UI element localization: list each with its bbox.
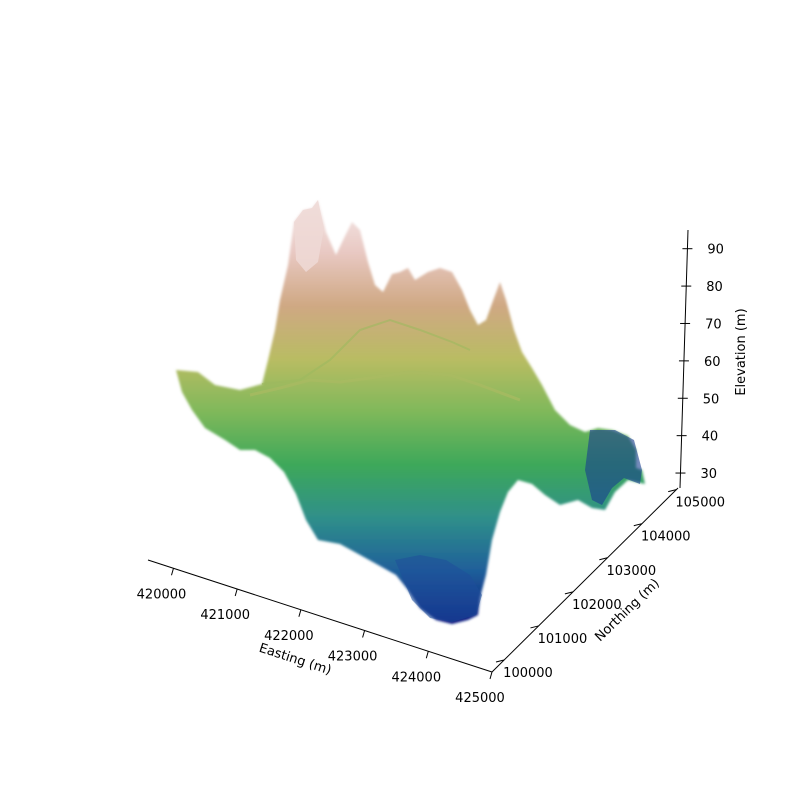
z-axis-line: [679, 229, 689, 489]
z-ticks: 30 40 50 60 70 80 90: [675, 243, 724, 482]
y-tick-mark: [530, 625, 539, 629]
x-ticks: 420000 421000 422000 423000 424000 425000: [137, 568, 505, 706]
x-tick-mark: [171, 568, 174, 576]
y-tick-label: 105000: [675, 496, 725, 511]
x-tick-label: 424000: [391, 670, 441, 685]
y-tick-mark: [633, 523, 642, 527]
x-tick-mark: [425, 651, 429, 659]
ridge-line-front: [249, 370, 521, 402]
x-tick-mark: [298, 609, 302, 617]
x-tick-label: 422000: [264, 629, 314, 644]
z-tick-label: 60: [704, 355, 721, 370]
z-axis-title: Elevation (m): [734, 308, 749, 395]
z-tick-label: 30: [700, 467, 717, 482]
x-tick-mark: [234, 588, 238, 597]
y-tick-mark: [668, 489, 677, 493]
z-tick-label: 90: [707, 243, 724, 258]
x-tick-label: 420000: [137, 587, 187, 602]
z-tick-label: 50: [703, 392, 720, 407]
y-tick-label: 102000: [572, 598, 622, 613]
terrain-silhouette: [176, 200, 645, 624]
x-tick-label: 423000: [328, 650, 378, 665]
z-tick-label: 40: [702, 430, 719, 445]
x-axis-title: Easting (m): [257, 641, 333, 678]
terrain-surface: [176, 200, 645, 624]
z-tick-label: 80: [706, 280, 723, 295]
x-tick-mark: [362, 630, 366, 638]
peak-highlight: [294, 200, 324, 272]
y-tick-mark: [564, 591, 574, 595]
y-tick-label: 103000: [607, 564, 657, 579]
front-valley: [395, 555, 482, 622]
y-tick-mark: [599, 557, 608, 561]
x-tick-label: 425000: [455, 691, 505, 706]
y-tick-label: 104000: [641, 530, 691, 545]
z-tick-label: 70: [705, 317, 722, 332]
x-tick-label: 421000: [200, 608, 250, 623]
x-axis-line: [147, 559, 493, 673]
y-ticks: 100000 101000 102000 103000 104000 105000: [495, 489, 725, 681]
y-tick-label: 100000: [503, 666, 553, 681]
axes: 420000 421000 422000 423000 424000 425000 100…: [137, 229, 725, 706]
y-tick-mark: [495, 659, 505, 663]
y-tick-label: 101000: [538, 632, 588, 647]
x-tick-mark: [489, 671, 493, 680]
right-valley: [585, 430, 642, 505]
ridge-line-mid: [261, 318, 471, 385]
y-axis-line: [491, 487, 679, 673]
